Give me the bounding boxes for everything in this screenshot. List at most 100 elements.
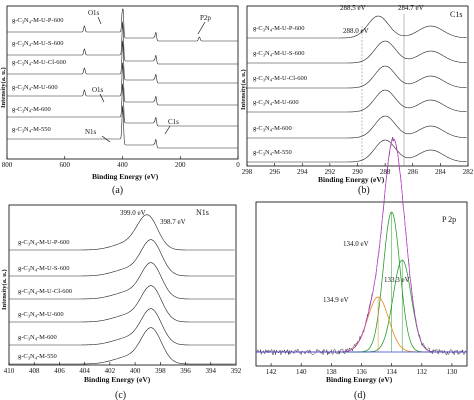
panel-a-tick-label: 200 (175, 161, 186, 169)
panel-a-xlabel: Binding Energy (eV) (92, 172, 159, 181)
panel-b-ann-288-0: 288.0 eV (343, 27, 369, 35)
panel-a-sample-label-3: g-C3N4-M-U-Cl-600 (12, 59, 66, 67)
panel-d-ann-134-0: 134.0 eV (343, 240, 369, 248)
panel-b-tick-label: 290 (352, 168, 363, 176)
panel-c-spectrum-2 (9, 239, 235, 277)
panel-c-tick-label: 402 (105, 367, 116, 375)
panel-a-tick-label: 0 (236, 161, 240, 169)
panel-b: g-C3N4-M-U-P-600 g-C3N4-M-U-S-600 g-C3N4-M… (240, 4, 474, 196)
panel-c-spectrum-5 (9, 308, 235, 346)
panel-c-ann-398-7: 398.7 eV (160, 218, 186, 226)
panel-b-spectrum-4 (247, 89, 467, 113)
panel-b-tick-label: 286 (408, 168, 419, 176)
panel-a-sample-label-2: g-C3N4-M-U-S-600 (12, 40, 63, 48)
panel-a-c1s-arrow (164, 125, 171, 135)
panel-a-spectrum-6 (7, 105, 238, 149)
panel-b-title: C1s (450, 10, 462, 19)
panel-a-ylabel: Intensity(a. u.) (0, 67, 7, 108)
panel-d-fit-peak-1 (256, 211, 467, 353)
panel-b-sample-label-6: g-C3N4-M-550 (253, 149, 292, 157)
panel-b-curves: g-C3N4-M-U-P-600 g-C3N4-M-U-S-600 g-C3N4-M… (247, 15, 467, 163)
panel-d-x-ticks: 142 140 138 136 134 132 130 (266, 363, 458, 376)
panel-b-letter: (b) (358, 185, 370, 196)
panel-c-spectrum-1 (9, 214, 235, 251)
panel-a-tick-label: 800 (2, 161, 13, 169)
panel-a-p2p-arrow (197, 21, 206, 35)
panel-c-letter: (c) (115, 390, 126, 400)
panel-c-title: N1s (196, 208, 209, 217)
panel-c-xlabel: Binding Energy (eV) (84, 375, 151, 384)
panel-c-tick-label: 410 (4, 367, 15, 375)
panel-a-spectrum-3 (7, 40, 238, 84)
panel-b-xlabel: Binding Energy (eV) (318, 175, 385, 184)
panel-b-tick-label: 296 (269, 168, 280, 176)
panel-a-sample-label-6: g-C3N4-M-550 (12, 126, 51, 134)
panel-d-tick-label: 132 (417, 368, 428, 376)
panel-a-spectrum-2 (7, 21, 238, 65)
panel-d-ann-133-3: 133.3 eV (384, 276, 410, 284)
panel-a-spectrum-1 (7, 8, 238, 42)
panel-c-x-ticks: 410 408 406 404 402 400 398 396 394 392 (4, 362, 242, 375)
panel-b-tick-label: 292 (325, 168, 336, 176)
panel-a-tick-label: 400 (117, 161, 128, 169)
panel-a-o1s-arrow (99, 93, 105, 103)
panel-c-frame (8, 204, 237, 366)
panel-b-tick-label: 294 (297, 168, 308, 176)
panel-c-tick-label: 406 (54, 367, 65, 375)
panel-a-spectrum-5 (7, 83, 238, 127)
panel-a-o1s-top-arrow (97, 16, 102, 25)
panel-b-sample-label-5: g-C3N4-M-600 (253, 125, 292, 133)
panel-b-ylabel: Intensity(a. u.) (240, 69, 247, 110)
panel-a-o1s-mid-label: O1s (92, 86, 104, 94)
panel-b-tick-label: 288 (380, 168, 391, 176)
panel-c-spectrum-4 (9, 285, 235, 323)
panel-c-sample-label-3: g-C3N4-M-U-Cl-600 (18, 288, 72, 296)
panel-b-spectrum-3 (247, 65, 467, 89)
panel-a-p2p-label: P2p (200, 14, 211, 22)
panel-d-tick-label: 138 (326, 368, 337, 376)
panel-c-ylabel: Intensity(a. u.) (1, 269, 8, 310)
panel-d-tick-label: 130 (447, 368, 458, 376)
panel-a-c1s-label: C1s (168, 118, 179, 126)
panel-c-sample-label-5: g-C3N4-M-600 (18, 334, 57, 342)
panel-c-sample-label-6: g-C3N4-M-550 (18, 353, 57, 361)
panel-b-spectrum-1 (247, 15, 467, 39)
panel-c-tick-label: 396 (180, 367, 191, 375)
panel-b-sample-label-1: g-C3N4-M-U-P-600 (253, 25, 304, 33)
panel-a-spectrum-4 (7, 62, 238, 106)
panel-d: 142 140 138 136 134 132 130 P 2p 134.0 eV 133.… (255, 136, 468, 400)
panel-b-spectrum-2 (247, 40, 467, 64)
panel-c-curves: g-C3N4-M-U-P-600 g-C3N4-M-U-S-600 g-C3N4-M… (9, 214, 235, 365)
panel-a-sample-label-1: g-C3N4-M-U-P-600 (12, 17, 63, 25)
panel-a-sample-label-4: g-C3N4-M-U-600 (12, 84, 58, 92)
panel-d-fit-peak-3 (256, 296, 467, 353)
panel-c-ann-399-0: 399.0 eV (120, 209, 146, 217)
panel-a-sample-label-5: g-C3N4-M-600 (12, 106, 51, 114)
panel-c-sample-label-4: g-C3N4-M-U-600 (18, 311, 64, 319)
panel-a-curves: g-C3N4-M-U-P-600 g-C3N4-M-U-S-600 g-C3N4-M… (7, 8, 238, 149)
panel-a: g-C3N4-M-U-P-600 g-C3N4-M-U-S-600 g-C3N4-M… (0, 5, 240, 196)
panel-d-curves (255, 136, 467, 356)
panel-d-tick-label: 140 (296, 368, 307, 376)
panel-b-tick-label: 284 (435, 168, 446, 176)
panel-c-tick-label: 408 (29, 367, 40, 375)
panel-d-xlabel: Binding Energy (eV) (326, 375, 393, 384)
panel-a-o1s-top-label: O1s (88, 9, 100, 17)
panel-b-tick-label: 282 (463, 168, 474, 176)
panel-d-frame (255, 201, 468, 367)
panel-c-spectrum-6 (9, 327, 235, 365)
panel-a-n1s-label: N1s (85, 128, 97, 136)
panel-c-tick-label: 400 (130, 367, 141, 375)
panel-b-sample-label-3: g-C3N4-M-U-Cl-600 (253, 75, 307, 83)
panel-c: g-C3N4-M-U-P-600 g-C3N4-M-U-S-600 g-C3N4-M… (1, 204, 242, 400)
panel-b-ann-284-7: 284.7 eV (398, 4, 424, 12)
panel-b-sample-label-4: g-C3N4-M-U-600 (253, 99, 299, 107)
panel-b-sample-label-2: g-C3N4-M-U-S-600 (253, 50, 304, 58)
panel-d-letter: (d) (354, 390, 366, 400)
panel-d-title: P 2p (442, 215, 456, 224)
panel-a-x-ticks: 800 600 400 200 0 (2, 156, 240, 169)
panel-b-x-ticks: 298 296 294 292 290 288 286 284 282 (242, 163, 474, 176)
panel-c-tick-label: 404 (79, 367, 90, 375)
panel-c-sample-label-2: g-C3N4-M-U-S-600 (18, 265, 69, 273)
